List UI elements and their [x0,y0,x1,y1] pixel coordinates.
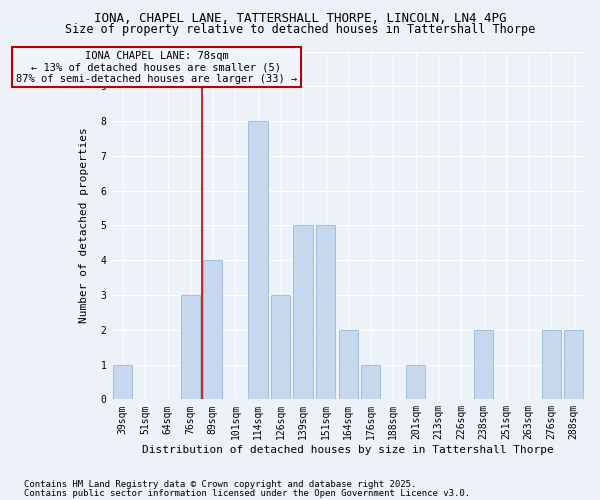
Bar [361,364,380,400]
Bar [542,330,561,400]
Text: Size of property relative to detached houses in Tattershall Thorpe: Size of property relative to detached ho… [65,24,535,36]
Text: IONA, CHAPEL LANE, TATTERSHALL THORPE, LINCOLN, LN4 4PG: IONA, CHAPEL LANE, TATTERSHALL THORPE, L… [94,12,506,26]
X-axis label: Distribution of detached houses by size in Tattershall Thorpe: Distribution of detached houses by size … [142,445,554,455]
Text: IONA CHAPEL LANE: 78sqm
← 13% of detached houses are smaller (5)
87% of semi-det: IONA CHAPEL LANE: 78sqm ← 13% of detache… [16,50,297,84]
Bar [113,364,132,400]
Bar [474,330,493,400]
Y-axis label: Number of detached properties: Number of detached properties [79,128,89,324]
Bar [316,226,335,400]
Text: Contains HM Land Registry data © Crown copyright and database right 2025.: Contains HM Land Registry data © Crown c… [24,480,416,489]
Text: Contains public sector information licensed under the Open Government Licence v3: Contains public sector information licen… [24,488,470,498]
Bar [406,364,425,400]
Bar [248,121,268,400]
Bar [203,260,223,400]
Bar [293,226,313,400]
Bar [338,330,358,400]
Bar [181,295,200,400]
Bar [564,330,583,400]
Bar [271,295,290,400]
